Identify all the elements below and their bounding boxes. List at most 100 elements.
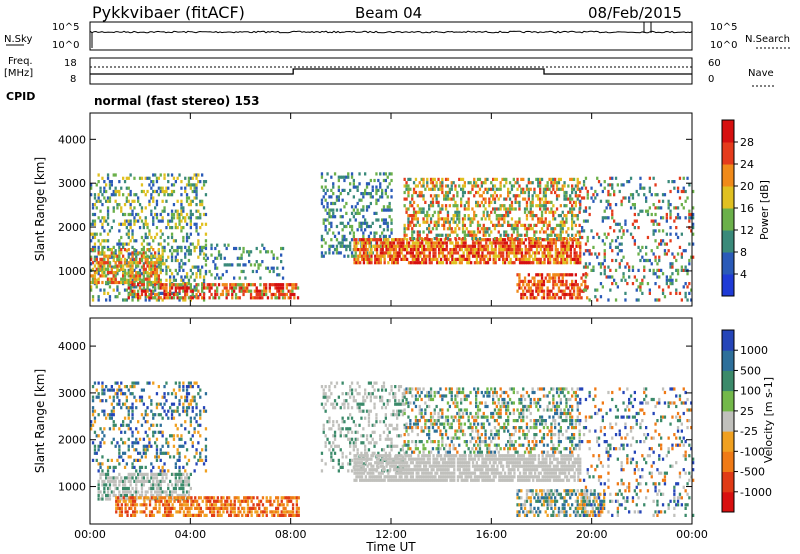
power-cell	[569, 210, 572, 214]
velocity-cell	[135, 479, 138, 483]
velocity-cell	[199, 416, 202, 420]
power-cell	[429, 230, 433, 234]
power-cell	[477, 244, 480, 248]
power-cell	[516, 181, 519, 185]
power-cell	[663, 249, 667, 253]
velocity-cell	[248, 510, 251, 514]
power-cell	[571, 210, 574, 214]
power-cell	[607, 199, 610, 203]
power-cell	[418, 230, 421, 234]
power-cell	[375, 238, 379, 242]
power-cell	[355, 261, 358, 265]
power-cell	[643, 268, 646, 272]
power-cell	[242, 283, 245, 287]
power-cell	[118, 189, 121, 194]
power-cell	[382, 228, 386, 232]
velocity-cell	[222, 506, 225, 510]
power-cell	[114, 199, 117, 203]
power-cell	[648, 206, 651, 210]
power-cell	[437, 204, 440, 208]
power-cell	[499, 233, 502, 237]
power-cell	[161, 245, 164, 249]
power-cell	[475, 200, 478, 204]
power-cell	[131, 212, 134, 217]
power-cell	[552, 210, 555, 214]
power-cell	[229, 286, 232, 290]
velocity-cell	[162, 513, 165, 517]
power-cell	[449, 248, 452, 252]
power-cell	[127, 222, 130, 226]
power-cell	[278, 273, 281, 277]
power-cell	[135, 264, 138, 268]
power-cell	[381, 231, 384, 235]
power-cell	[322, 205, 325, 209]
velocity-cell	[163, 402, 166, 406]
power-cell	[328, 244, 331, 248]
power-cell	[571, 217, 574, 221]
power-cell	[189, 298, 192, 302]
power-cell	[137, 199, 140, 203]
power-cell	[540, 279, 544, 283]
power-cell	[654, 282, 657, 286]
power-cell	[596, 232, 599, 236]
power-cell	[561, 283, 564, 287]
power-cell	[101, 216, 104, 220]
power-cell	[692, 222, 695, 226]
power-cell	[490, 220, 493, 224]
velocity-cell	[106, 476, 110, 480]
power-cell	[202, 252, 206, 256]
power-cell	[669, 275, 672, 279]
power-cell	[652, 232, 655, 236]
velocity-cell	[125, 385, 128, 389]
power-cell	[559, 233, 562, 237]
power-cell	[266, 250, 270, 254]
power-cell	[426, 233, 429, 237]
power-cell	[185, 292, 189, 297]
velocity-cell	[202, 409, 206, 413]
velocity-cell	[173, 506, 176, 510]
velocity-cell	[97, 462, 100, 466]
power-cell	[365, 224, 369, 229]
velocity-cell	[220, 499, 223, 503]
power-cell	[525, 296, 529, 300]
power-cell	[138, 226, 142, 230]
power-cell	[569, 254, 572, 258]
power-cell	[414, 184, 418, 188]
power-cell	[645, 199, 648, 203]
power-cell	[240, 256, 243, 260]
date-title: 08/Feb/2015	[588, 4, 682, 22]
power-cell	[533, 214, 536, 218]
power-cell	[178, 283, 181, 287]
power-cell	[184, 289, 187, 293]
velocity-cell	[127, 448, 130, 452]
power-cell	[609, 288, 612, 292]
power-cell	[444, 197, 448, 201]
power-cell	[146, 176, 149, 180]
velocity-cell	[167, 499, 171, 503]
velocity-cell	[196, 503, 199, 507]
velocity-cell	[178, 486, 181, 491]
power-cell	[544, 276, 547, 280]
power-cell	[548, 223, 551, 227]
power-cell	[127, 274, 130, 278]
velocity-cell	[150, 409, 153, 413]
power-cell	[574, 194, 577, 198]
velocity-cell	[182, 444, 185, 448]
power-cell	[596, 298, 599, 302]
power-cell	[518, 207, 521, 211]
power-cell	[675, 216, 678, 220]
velocity-cell	[116, 402, 119, 406]
power-cell	[540, 217, 544, 221]
power-cell	[337, 188, 340, 192]
power-cell	[214, 292, 217, 297]
velocity-cell	[229, 503, 233, 507]
power-cell	[180, 245, 183, 249]
power-cell	[467, 204, 470, 208]
velocity-cell	[237, 510, 240, 514]
velocity-cell	[199, 455, 202, 459]
power-cell	[249, 283, 253, 287]
velocity-cell	[263, 506, 266, 510]
power-cell	[167, 292, 170, 297]
power-cell	[138, 216, 142, 220]
power-cell	[542, 200, 546, 204]
